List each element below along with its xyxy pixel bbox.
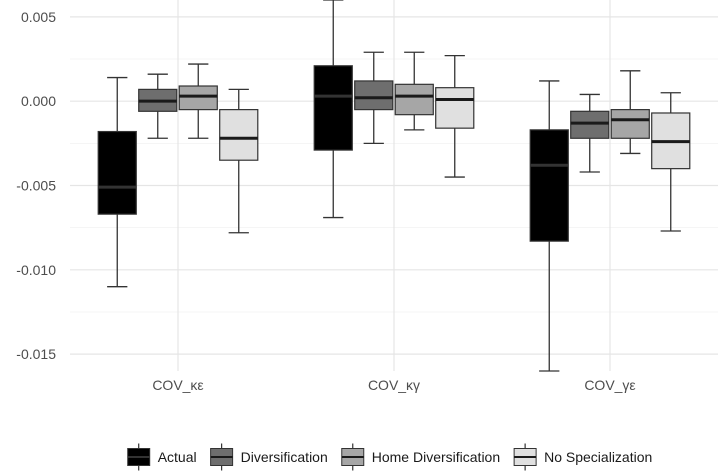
legend-label: Diversification bbox=[241, 449, 328, 465]
box-diversification bbox=[570, 93, 610, 173]
box-actual bbox=[97, 76, 137, 288]
y-tick-label: 0.000 bbox=[21, 93, 56, 109]
box-home-diversification bbox=[610, 70, 650, 155]
box-iqr bbox=[178, 85, 218, 111]
box-iqr bbox=[313, 65, 353, 151]
box-iqr bbox=[354, 80, 394, 111]
box-actual bbox=[529, 80, 569, 372]
x-category-label: COV_κε bbox=[152, 377, 203, 393]
legend-label: Home Diversification bbox=[372, 449, 500, 465]
legend-item-actual: Actual bbox=[127, 443, 197, 471]
y-tick-label: -0.005 bbox=[16, 178, 56, 194]
box-iqr bbox=[529, 129, 569, 242]
box-no-specialization bbox=[435, 55, 475, 178]
major-gridlines bbox=[70, 0, 718, 371]
box-iqr bbox=[219, 109, 259, 161]
y-tick-label: 0.005 bbox=[21, 9, 56, 25]
legend-item-no-specialization: No Specialization bbox=[513, 443, 652, 471]
box-iqr bbox=[610, 109, 650, 139]
legend-item-home-diversification: Home Diversification bbox=[341, 443, 500, 471]
legend-item-diversification: Diversification bbox=[210, 443, 328, 471]
box-iqr bbox=[97, 130, 137, 215]
box-diversification bbox=[354, 51, 394, 144]
x-category-label: COV_γε bbox=[584, 377, 635, 393]
y-tick-label: -0.010 bbox=[16, 262, 56, 278]
legend-label: Actual bbox=[158, 449, 197, 465]
box-no-specialization bbox=[651, 92, 691, 232]
y-tick-label: -0.015 bbox=[16, 346, 56, 362]
legend-label: No Specialization bbox=[544, 449, 652, 465]
box-iqr bbox=[570, 110, 610, 139]
box-no-specialization bbox=[219, 88, 259, 234]
box-diversification bbox=[138, 73, 178, 139]
box-actual bbox=[313, 0, 353, 219]
box-home-diversification bbox=[394, 51, 434, 131]
box-home-diversification bbox=[178, 63, 218, 139]
x-axis-category-labels: COV_κε COV_κγ COV_γε bbox=[152, 377, 635, 393]
box-layer bbox=[97, 0, 691, 372]
box-iqr bbox=[435, 87, 475, 129]
legend: Actual Diversification Home Diversificatio… bbox=[127, 443, 652, 471]
y-axis-tick-labels: 0.005 0.000 -0.005 -0.010 -0.015 bbox=[16, 9, 56, 362]
box-iqr bbox=[394, 83, 434, 116]
x-category-label: COV_κγ bbox=[368, 377, 420, 393]
